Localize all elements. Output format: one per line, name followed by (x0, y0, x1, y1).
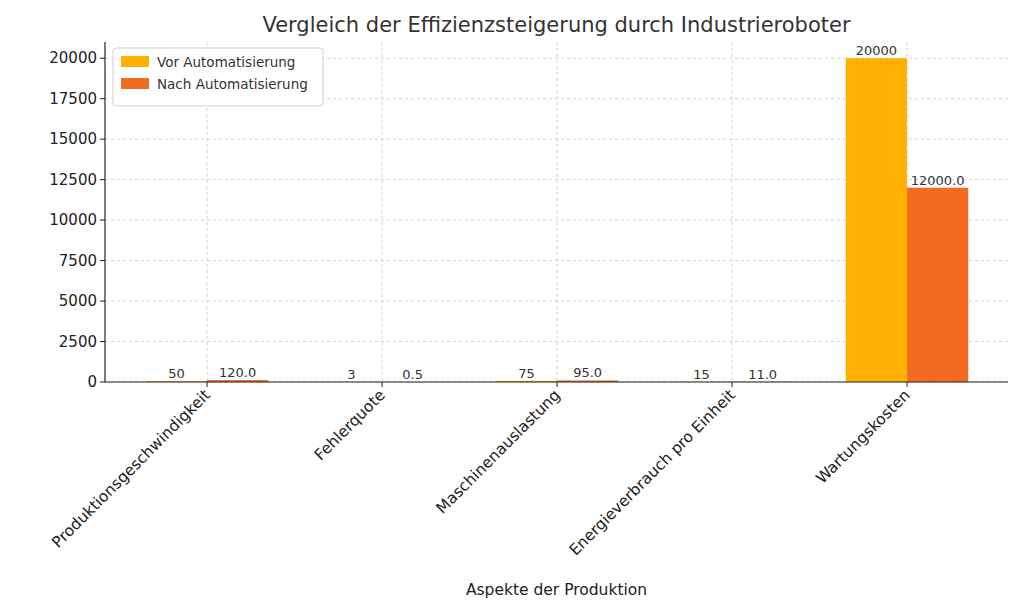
y-axis-line (104, 42, 105, 382)
grid-line (105, 382, 1008, 383)
legend-swatch (121, 78, 149, 89)
data-label: 3 (347, 367, 355, 382)
y-tick-label: 15000 (49, 130, 97, 148)
data-label: 20000 (856, 43, 897, 58)
data-label: 11.0 (748, 367, 777, 382)
y-tick (100, 179, 105, 180)
y-tick (100, 382, 105, 383)
x-tick-label: Produktionsgeschwindigkeit (48, 386, 213, 551)
grid-line (557, 42, 558, 382)
legend: Vor Automatisierung Nach Automatisierung (113, 48, 323, 106)
data-label: 12000.0 (911, 173, 965, 188)
x-tick (557, 382, 558, 387)
data-label: 95.0 (573, 365, 602, 380)
bars (146, 58, 969, 382)
data-label: 15 (693, 367, 710, 382)
y-tick-label: 10000 (49, 211, 97, 229)
x-tick (382, 382, 383, 387)
y-tick-label: 5000 (59, 292, 97, 310)
title: Vergleich der Effizienzsteigerung durch … (262, 13, 850, 37)
y-tick (100, 139, 105, 140)
x-tick (907, 382, 908, 387)
grid-line (732, 42, 733, 382)
legend-box (113, 48, 323, 106)
x-axis-line (105, 381, 1008, 382)
chart: 50 3 75 15 20000 120.0 0.5 95.0 11.0 12000.0 0 2500… (0, 0, 1024, 614)
y-tick (100, 301, 105, 302)
y-tick-label: 17500 (49, 90, 97, 108)
y-tick (100, 98, 105, 99)
x-tick (732, 382, 733, 387)
x-tick-label: Wartungskosten (813, 386, 914, 487)
y-tick-label: 20000 (49, 49, 97, 67)
x-tick (207, 382, 208, 387)
x-tick-label: Energieverbrauch pro Einheit (566, 386, 739, 559)
y-tick (100, 58, 105, 59)
data-label: 50 (168, 366, 185, 381)
y-tick (100, 260, 105, 261)
data-label: 75 (518, 366, 535, 381)
bar (846, 58, 907, 382)
data-label: 120.0 (219, 365, 256, 380)
legend-swatch (121, 56, 149, 67)
y-tick (100, 220, 105, 221)
legend-label: Nach Automatisierung (157, 76, 308, 92)
y-tick-label: 0 (87, 373, 97, 391)
x-axis-label: Aspekte der Produktion (466, 581, 647, 599)
y-tick (100, 341, 105, 342)
bar (907, 188, 968, 382)
y-tick-label: 7500 (59, 252, 97, 270)
x-tick-label: Maschinenauslastung (433, 386, 564, 517)
y-tick-label: 2500 (59, 333, 97, 351)
x-tick-label: Fehlerquote (311, 386, 389, 464)
grid-line (382, 42, 383, 382)
data-label: 0.5 (402, 367, 423, 382)
y-tick-label: 12500 (49, 171, 97, 189)
legend-label: Vor Automatisierung (157, 54, 295, 70)
